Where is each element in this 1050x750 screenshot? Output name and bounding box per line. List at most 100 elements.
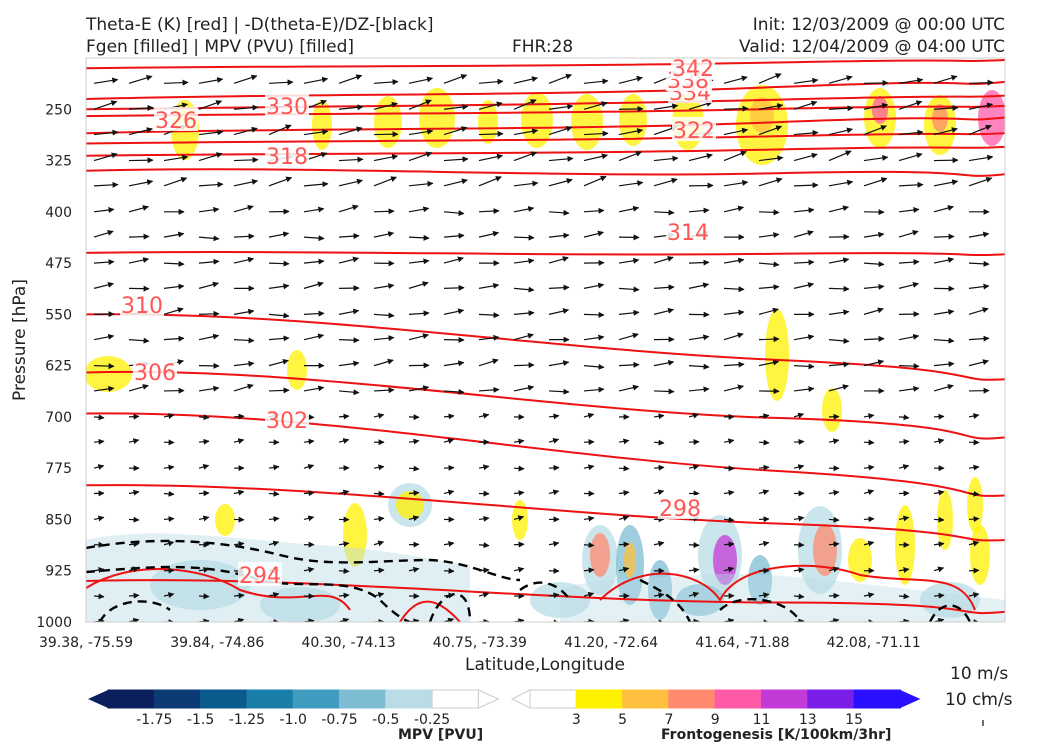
wind-arrow [373,540,385,547]
wind-arrow [198,414,210,421]
wind-arrow [93,77,119,84]
wind-arrow [478,334,500,341]
wind-arrow [198,310,220,317]
wind-arrow [968,490,980,497]
wind-arrow [128,541,140,548]
fgen-colorbar-segment [575,689,624,709]
wind-arrow [478,412,490,419]
wind-arrow [443,178,468,187]
wind-arrow [653,413,665,420]
wind-arrow [968,307,989,315]
fill-region [750,97,774,133]
wind-arrow [443,126,468,136]
wind-arrow [198,206,220,213]
fgen-colorbar: 3 5 7 9 11 13 15 [510,689,921,728]
wind-arrow [338,178,363,187]
wind-arrow [618,257,640,264]
wind-arrow [618,384,640,392]
fill-region [822,388,842,432]
wind-arrow [478,515,490,522]
wind-arrow [513,99,537,110]
wind-arrow [968,592,980,598]
wind-arrow [93,438,105,445]
wind-arrow [408,385,430,392]
wind-arrow [233,360,255,367]
fill-region [813,524,837,576]
wind-arrow [828,309,850,316]
wind-arrow [653,177,678,187]
wind-arrow [373,358,394,367]
y-tick-label: 925 [45,564,72,580]
x-tick-label: 41.64, -71.88 [695,635,789,651]
contour-label: 322 [673,119,715,144]
wind-arrow [163,79,189,86]
mpv-colorbar-segment [107,689,155,709]
x-tick-label: 41.20, -72.64 [564,635,658,651]
wind-arrow [583,207,605,214]
wind-arrow [723,516,735,523]
wind-arrow [408,99,432,110]
wind-arrow [128,74,153,84]
fgen-colorbar-extend-high [900,690,921,708]
wind-arrow [268,464,280,471]
wind-arrow [93,229,114,238]
wind-arrow [828,489,840,496]
fgen-colorbar-segment [807,689,855,709]
x-tick-label: 40.75, -73.39 [433,635,527,651]
wind-arrow [933,592,945,599]
wind-arrow [793,282,815,289]
contour-label-bg [658,495,702,519]
wind-arrow [443,256,464,264]
wind-arrow [163,464,175,471]
fgen-colorbar-tick: 5 [618,712,627,728]
contour-label-bg [238,562,282,586]
wind-arrow [828,337,850,344]
wind-arrow [338,360,360,367]
mpv-fill-region [560,574,1005,622]
wind-arrow [933,205,954,213]
wind-arrow [863,307,884,315]
wind-arrow [758,439,770,446]
contour-label: 306 [134,361,176,386]
wind-arrow [933,489,945,496]
wind-arrow [583,464,595,471]
mpv-colorbar-tick: -0.75 [321,712,357,728]
wind-arrow [828,438,840,445]
wind-arrow [268,592,280,598]
wind-arrow [723,127,749,136]
wind-arrow [793,464,805,470]
fgen-colorbar-tick: 3 [572,712,581,728]
wind-arrow [373,412,385,419]
contour-label: 298 [659,497,701,522]
wind-arrow [163,307,184,315]
wind-arrow [513,438,525,445]
wind-arrow [898,77,924,84]
wind-arrow [828,361,850,368]
mpv-colorbar-segment [431,689,479,709]
wind-arrow [968,516,980,523]
wind-arrow [688,412,700,419]
wind-arrow [968,154,994,162]
wind-arrow [268,283,290,290]
wind-arrow [793,386,815,393]
wind-arrow [933,438,945,445]
wind-arrow [163,231,185,238]
mpv-colorbar-segment [246,689,294,709]
wind-arrow [653,592,665,599]
wind-arrow [548,540,560,547]
y-tick-label: 400 [45,205,72,221]
wind-arrow [758,359,780,367]
wind-arrow [303,235,325,242]
fgen-colorbar-tick: 7 [664,712,673,728]
wind-arrow [478,312,500,319]
wind-arrow [128,127,153,136]
wind-arrow [723,179,749,187]
wind-arrow [303,181,329,188]
wind-arrow [198,235,220,242]
contour-label-bg [133,359,177,383]
wind-arrow [303,206,325,213]
mpv-colorbar-segment [292,689,341,709]
wind-arrow [863,177,888,187]
wind-arrow [93,363,115,370]
fill-region [571,94,603,150]
